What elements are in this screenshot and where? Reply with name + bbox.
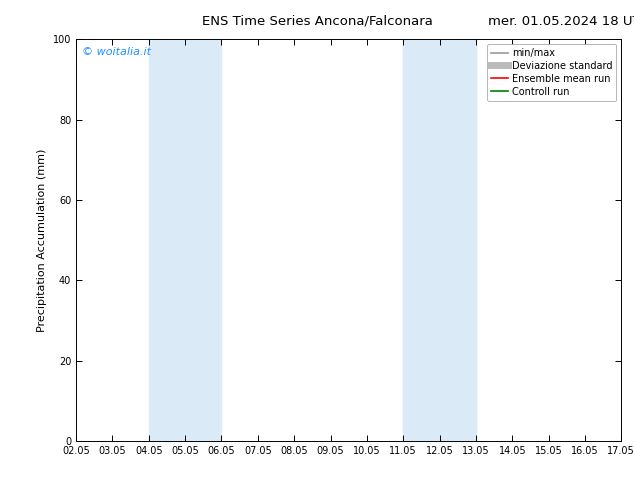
Bar [149,39,221,441]
Legend: min/max, Deviazione standard, Ensemble mean run, Controll run: min/max, Deviazione standard, Ensemble m… [487,44,616,100]
Bar [403,39,476,441]
Y-axis label: Precipitation Accumulation (mm): Precipitation Accumulation (mm) [37,148,48,332]
Text: ENS Time Series Ancona/Falconara: ENS Time Series Ancona/Falconara [202,15,432,28]
Text: mer. 01.05.2024 18 UTC: mer. 01.05.2024 18 UTC [488,15,634,28]
Text: © woitalia.it: © woitalia.it [82,47,150,57]
